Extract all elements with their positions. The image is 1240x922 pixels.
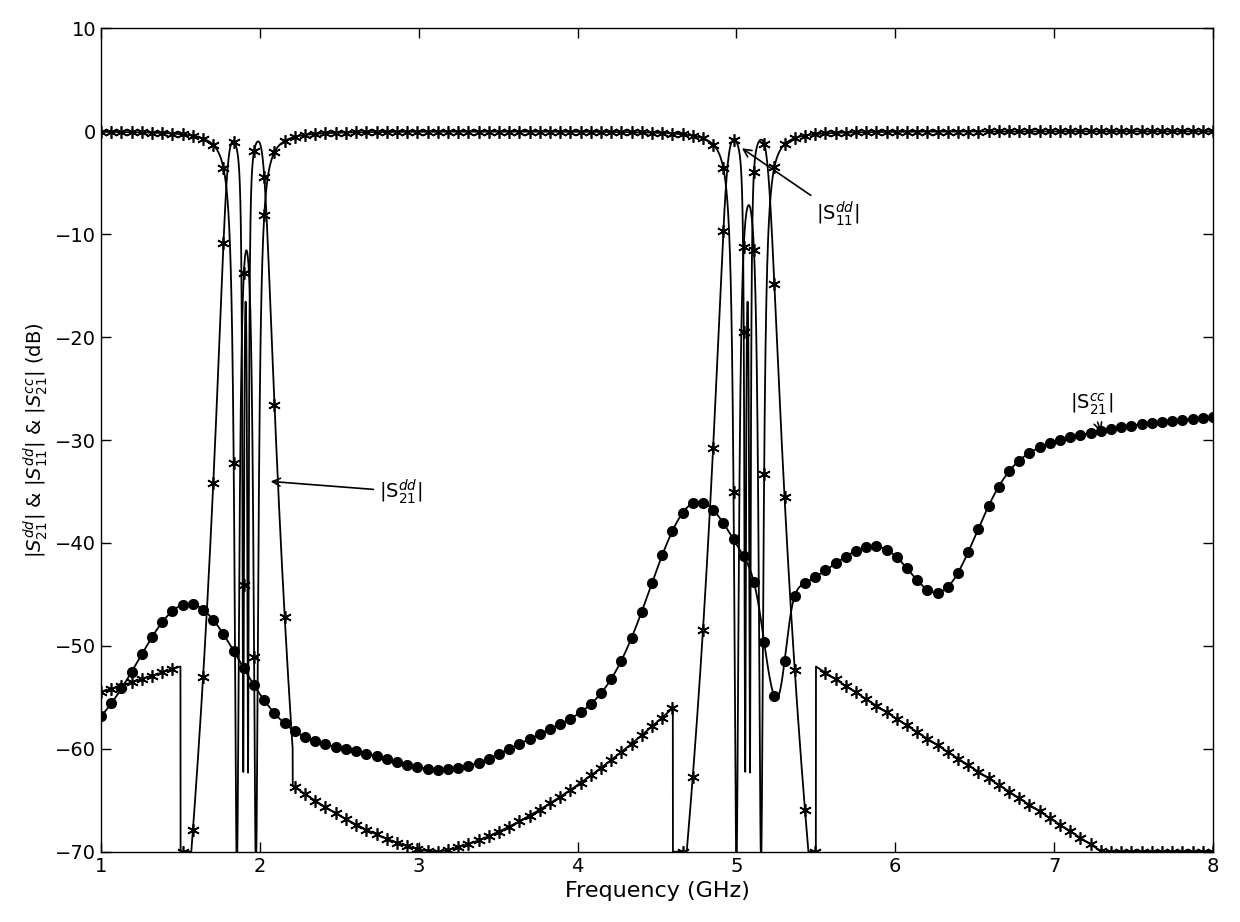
Y-axis label: $|S^{dd}_{21}|$ & $|S^{dd}_{11}|$ & $|S^{cc}_{21}|$ (dB): $|S^{dd}_{21}|$ & $|S^{dd}_{11}|$ & $|S^… [21,323,50,558]
Text: |S$^{dd}_{21}$|: |S$^{dd}_{21}$| [273,478,423,506]
Text: |S$^{dd}_{11}$|: |S$^{dd}_{11}$| [744,149,859,228]
X-axis label: Frequency (GHz): Frequency (GHz) [564,881,749,901]
Text: |S$^{cc}_{21}$|: |S$^{cc}_{21}$| [1070,391,1114,431]
